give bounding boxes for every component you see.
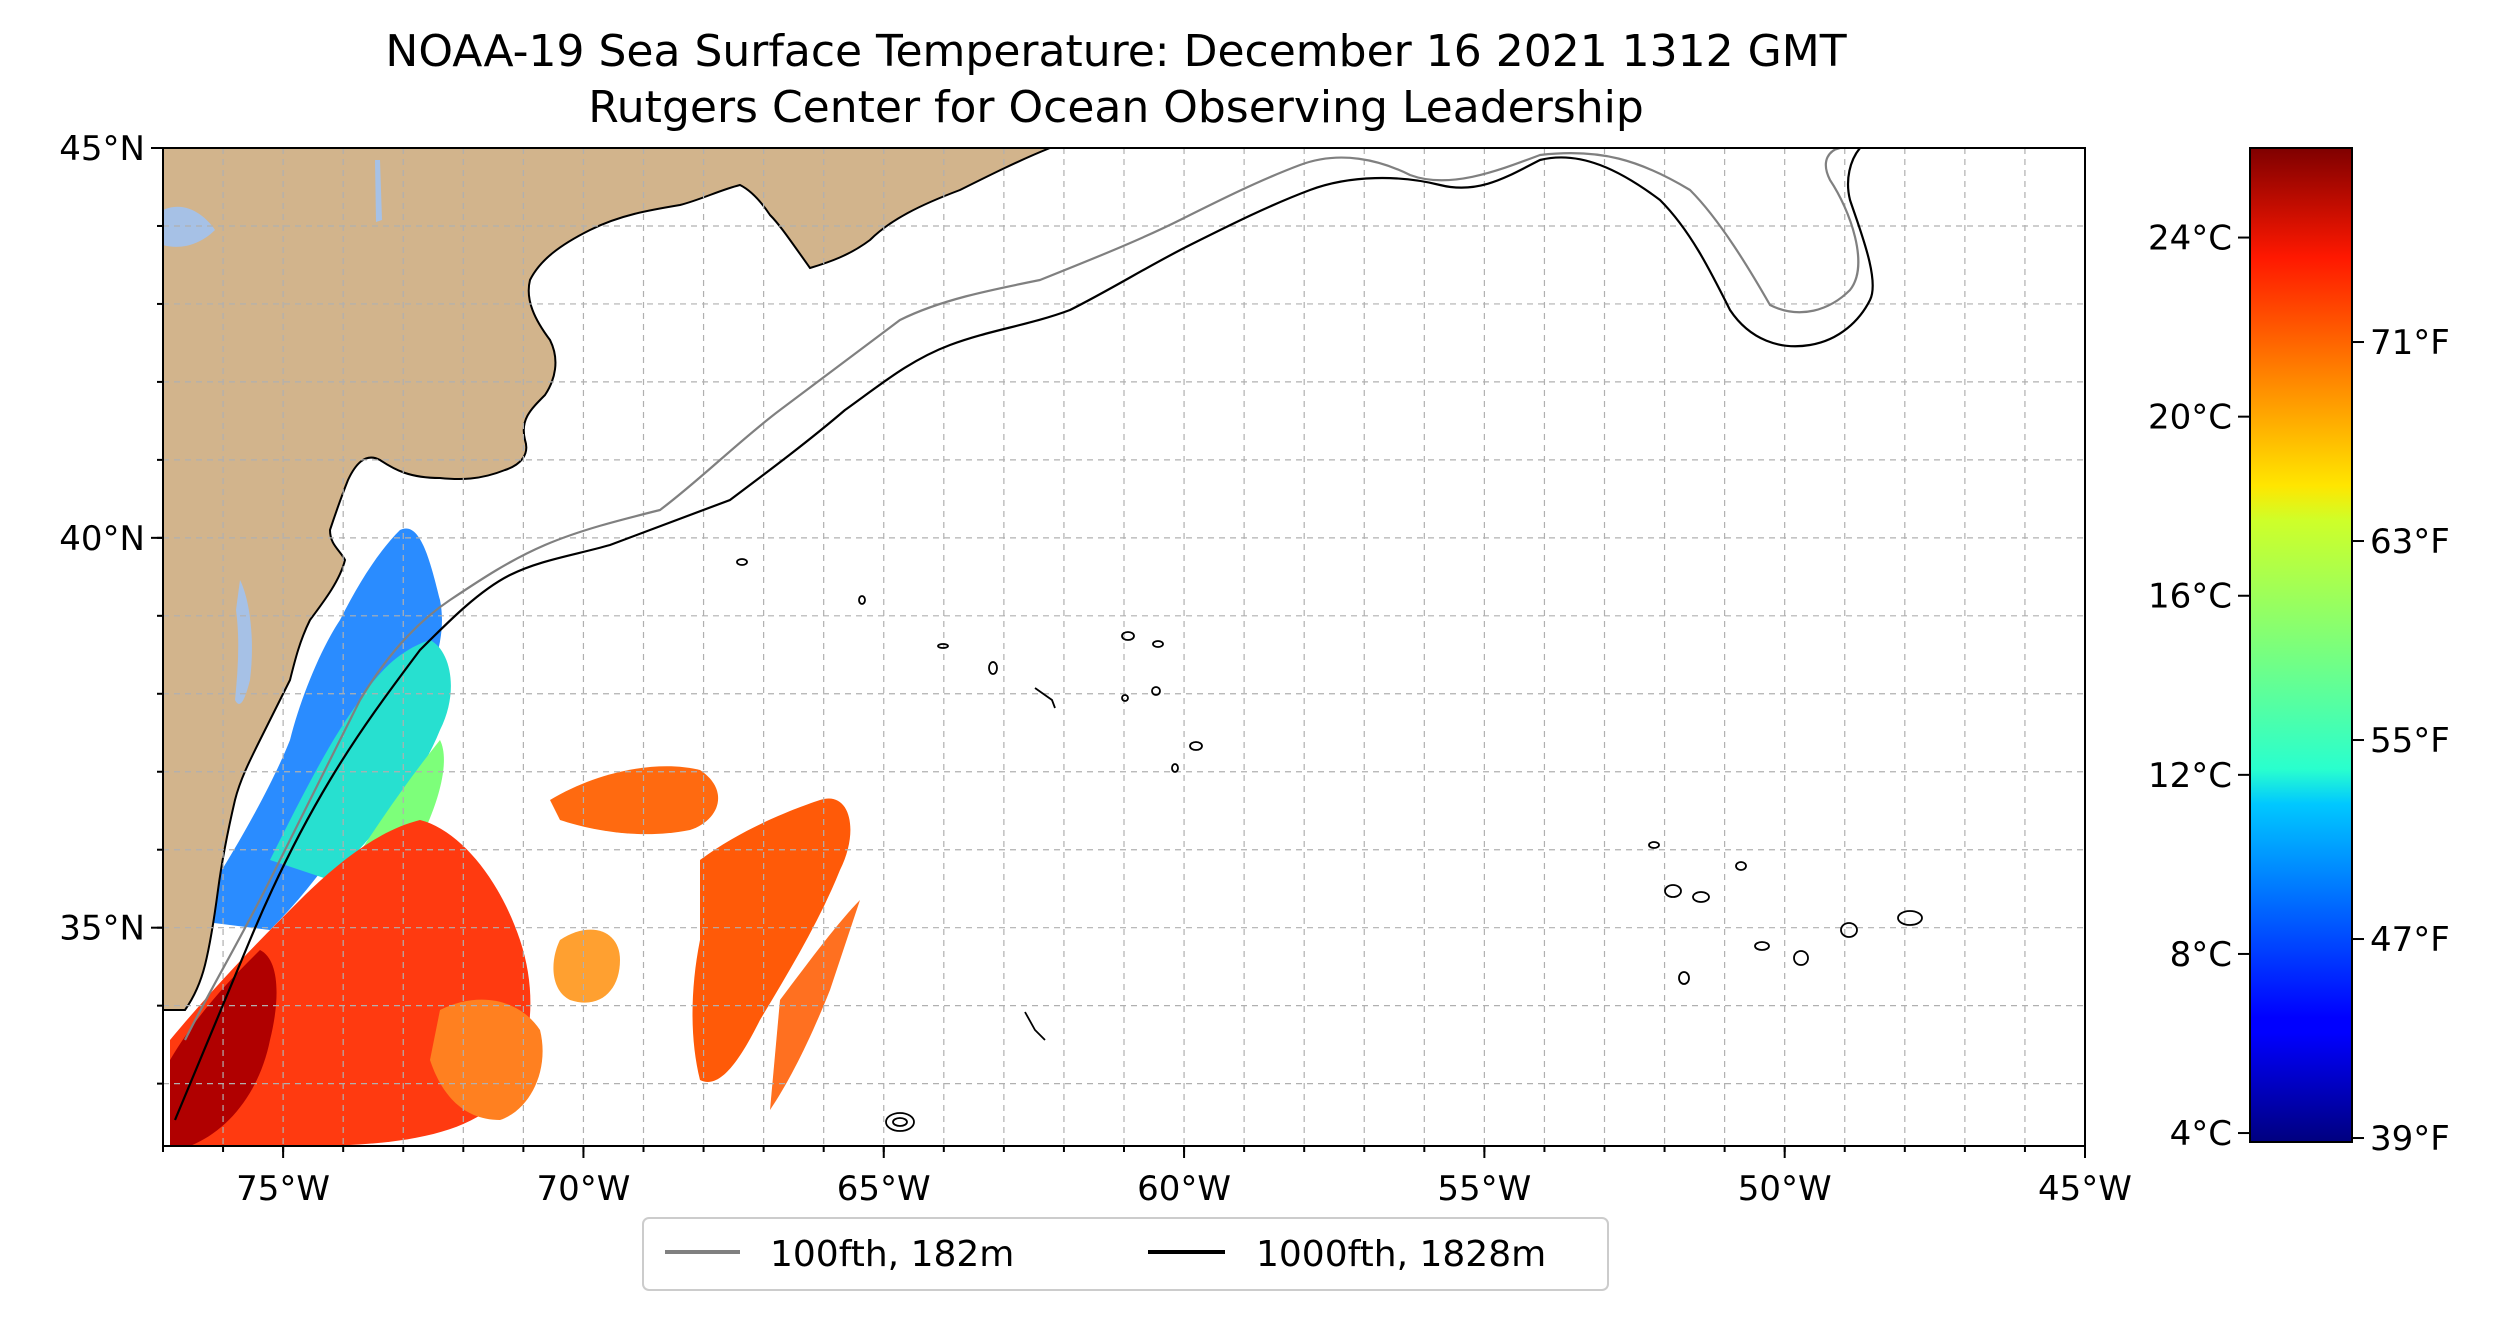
seamount bbox=[1678, 971, 1690, 985]
colorbar-celsius-label: 12°C bbox=[2148, 756, 2232, 796]
seamount bbox=[1692, 891, 1710, 903]
seamount bbox=[1793, 950, 1809, 966]
seamount bbox=[885, 1112, 915, 1132]
chesapeake-bay bbox=[235, 580, 252, 704]
seamount bbox=[1024, 1011, 1046, 1041]
sst-cold-shelf-water bbox=[190, 528, 442, 930]
axis-labels: 75°W 70°W 65°W 60°W 55°W 50°W 45°W 45°N 40°N 35°N bbox=[59, 129, 2132, 1209]
sst-offshore-patch-2 bbox=[692, 798, 851, 1082]
map-area bbox=[163, 148, 2085, 1146]
seamount bbox=[1754, 941, 1770, 951]
gridlines bbox=[163, 148, 2085, 1146]
lake-ontario-edge bbox=[163, 206, 215, 247]
sst-offshore-patch-4 bbox=[430, 999, 543, 1120]
seamount bbox=[1034, 687, 1056, 709]
seamount bbox=[1121, 694, 1129, 702]
sst-offshore-patch-1 bbox=[550, 766, 719, 835]
legend: 100fth, 182m 1000fth, 1828m bbox=[642, 1217, 1609, 1291]
seamount bbox=[1171, 763, 1179, 773]
lat-tick-label: 40°N bbox=[59, 519, 145, 559]
seamount bbox=[736, 558, 748, 566]
seamount bbox=[1151, 686, 1161, 696]
isobath-100fth bbox=[184, 148, 1860, 1041]
colorbar-fahrenheit-label: 55°F bbox=[2370, 721, 2450, 761]
lat-tick-label: 35°N bbox=[59, 909, 145, 949]
lon-tick-label: 65°W bbox=[837, 1169, 931, 1209]
colorbar-celsius-label: 4°C bbox=[2170, 1114, 2232, 1154]
seamount bbox=[1735, 861, 1747, 871]
seamount bbox=[1664, 884, 1682, 898]
sst-offshore-patch-5 bbox=[553, 929, 620, 1003]
colorbar-ticks: 4°C 8°C 12°C 16°C 20°C 24°C 39°F 47°F 55°F 63°F 71… bbox=[2148, 219, 2450, 1159]
isobath-1000fth bbox=[173, 148, 1874, 1121]
sst-data-layer bbox=[170, 528, 860, 1146]
land-north-america bbox=[163, 148, 1051, 1011]
seamount bbox=[937, 643, 949, 649]
legend-label-1000fth: 1000fth, 1828m bbox=[1256, 1234, 1546, 1275]
seamount bbox=[988, 661, 998, 675]
seamount-contours bbox=[736, 558, 1923, 1132]
lon-tick-label: 70°W bbox=[536, 1169, 630, 1209]
seamount bbox=[1897, 910, 1923, 926]
axis-ticks bbox=[151, 147, 2086, 1158]
colorbar-fahrenheit-label: 39°F bbox=[2370, 1119, 2450, 1159]
colorbar-celsius-label: 16°C bbox=[2148, 577, 2232, 617]
seamount bbox=[1189, 741, 1203, 751]
seamount bbox=[1840, 922, 1858, 938]
seamount bbox=[858, 595, 866, 605]
lon-tick-label: 60°W bbox=[1137, 1169, 1231, 1209]
lon-tick-label: 45°W bbox=[2038, 1169, 2132, 1209]
colorbar-fahrenheit-label: 71°F bbox=[2370, 323, 2450, 363]
legend-box bbox=[642, 1217, 1609, 1291]
seamount bbox=[892, 1117, 908, 1127]
seamount bbox=[1152, 640, 1164, 648]
seamount bbox=[1121, 631, 1135, 641]
title-line-2: Rutgers Center for Ocean Observing Leade… bbox=[588, 82, 1644, 133]
sst-cool-patch bbox=[270, 640, 451, 880]
colorbar: 4°C 8°C 12°C 16°C 20°C 24°C 39°F 47°F 55°F 63°F 71… bbox=[2148, 147, 2450, 1159]
lat-tick-label: 45°N bbox=[59, 129, 145, 169]
inland-water bbox=[163, 160, 382, 704]
colorbar-celsius-label: 24°C bbox=[2148, 219, 2232, 259]
colorbar-gradient bbox=[2249, 147, 2353, 1143]
colorbar-fahrenheit-label: 47°F bbox=[2370, 920, 2450, 960]
lake-champlain bbox=[375, 160, 382, 222]
lon-tick-label: 50°W bbox=[1738, 1169, 1832, 1209]
seamount bbox=[1648, 841, 1660, 849]
lon-tick-label: 75°W bbox=[236, 1169, 330, 1209]
colorbar-celsius-label: 20°C bbox=[2148, 398, 2232, 438]
sst-hot-core bbox=[170, 950, 277, 1146]
title-line-1: NOAA-19 Sea Surface Temperature: Decembe… bbox=[385, 26, 1846, 77]
colorbar-celsius-label: 8°C bbox=[2170, 935, 2232, 975]
legend-label-100fth: 100fth, 182m bbox=[770, 1234, 1014, 1275]
colorbar-fahrenheit-label: 63°F bbox=[2370, 522, 2450, 562]
lon-tick-label: 55°W bbox=[1437, 1169, 1531, 1209]
sst-offshore-patch-3 bbox=[770, 900, 860, 1110]
